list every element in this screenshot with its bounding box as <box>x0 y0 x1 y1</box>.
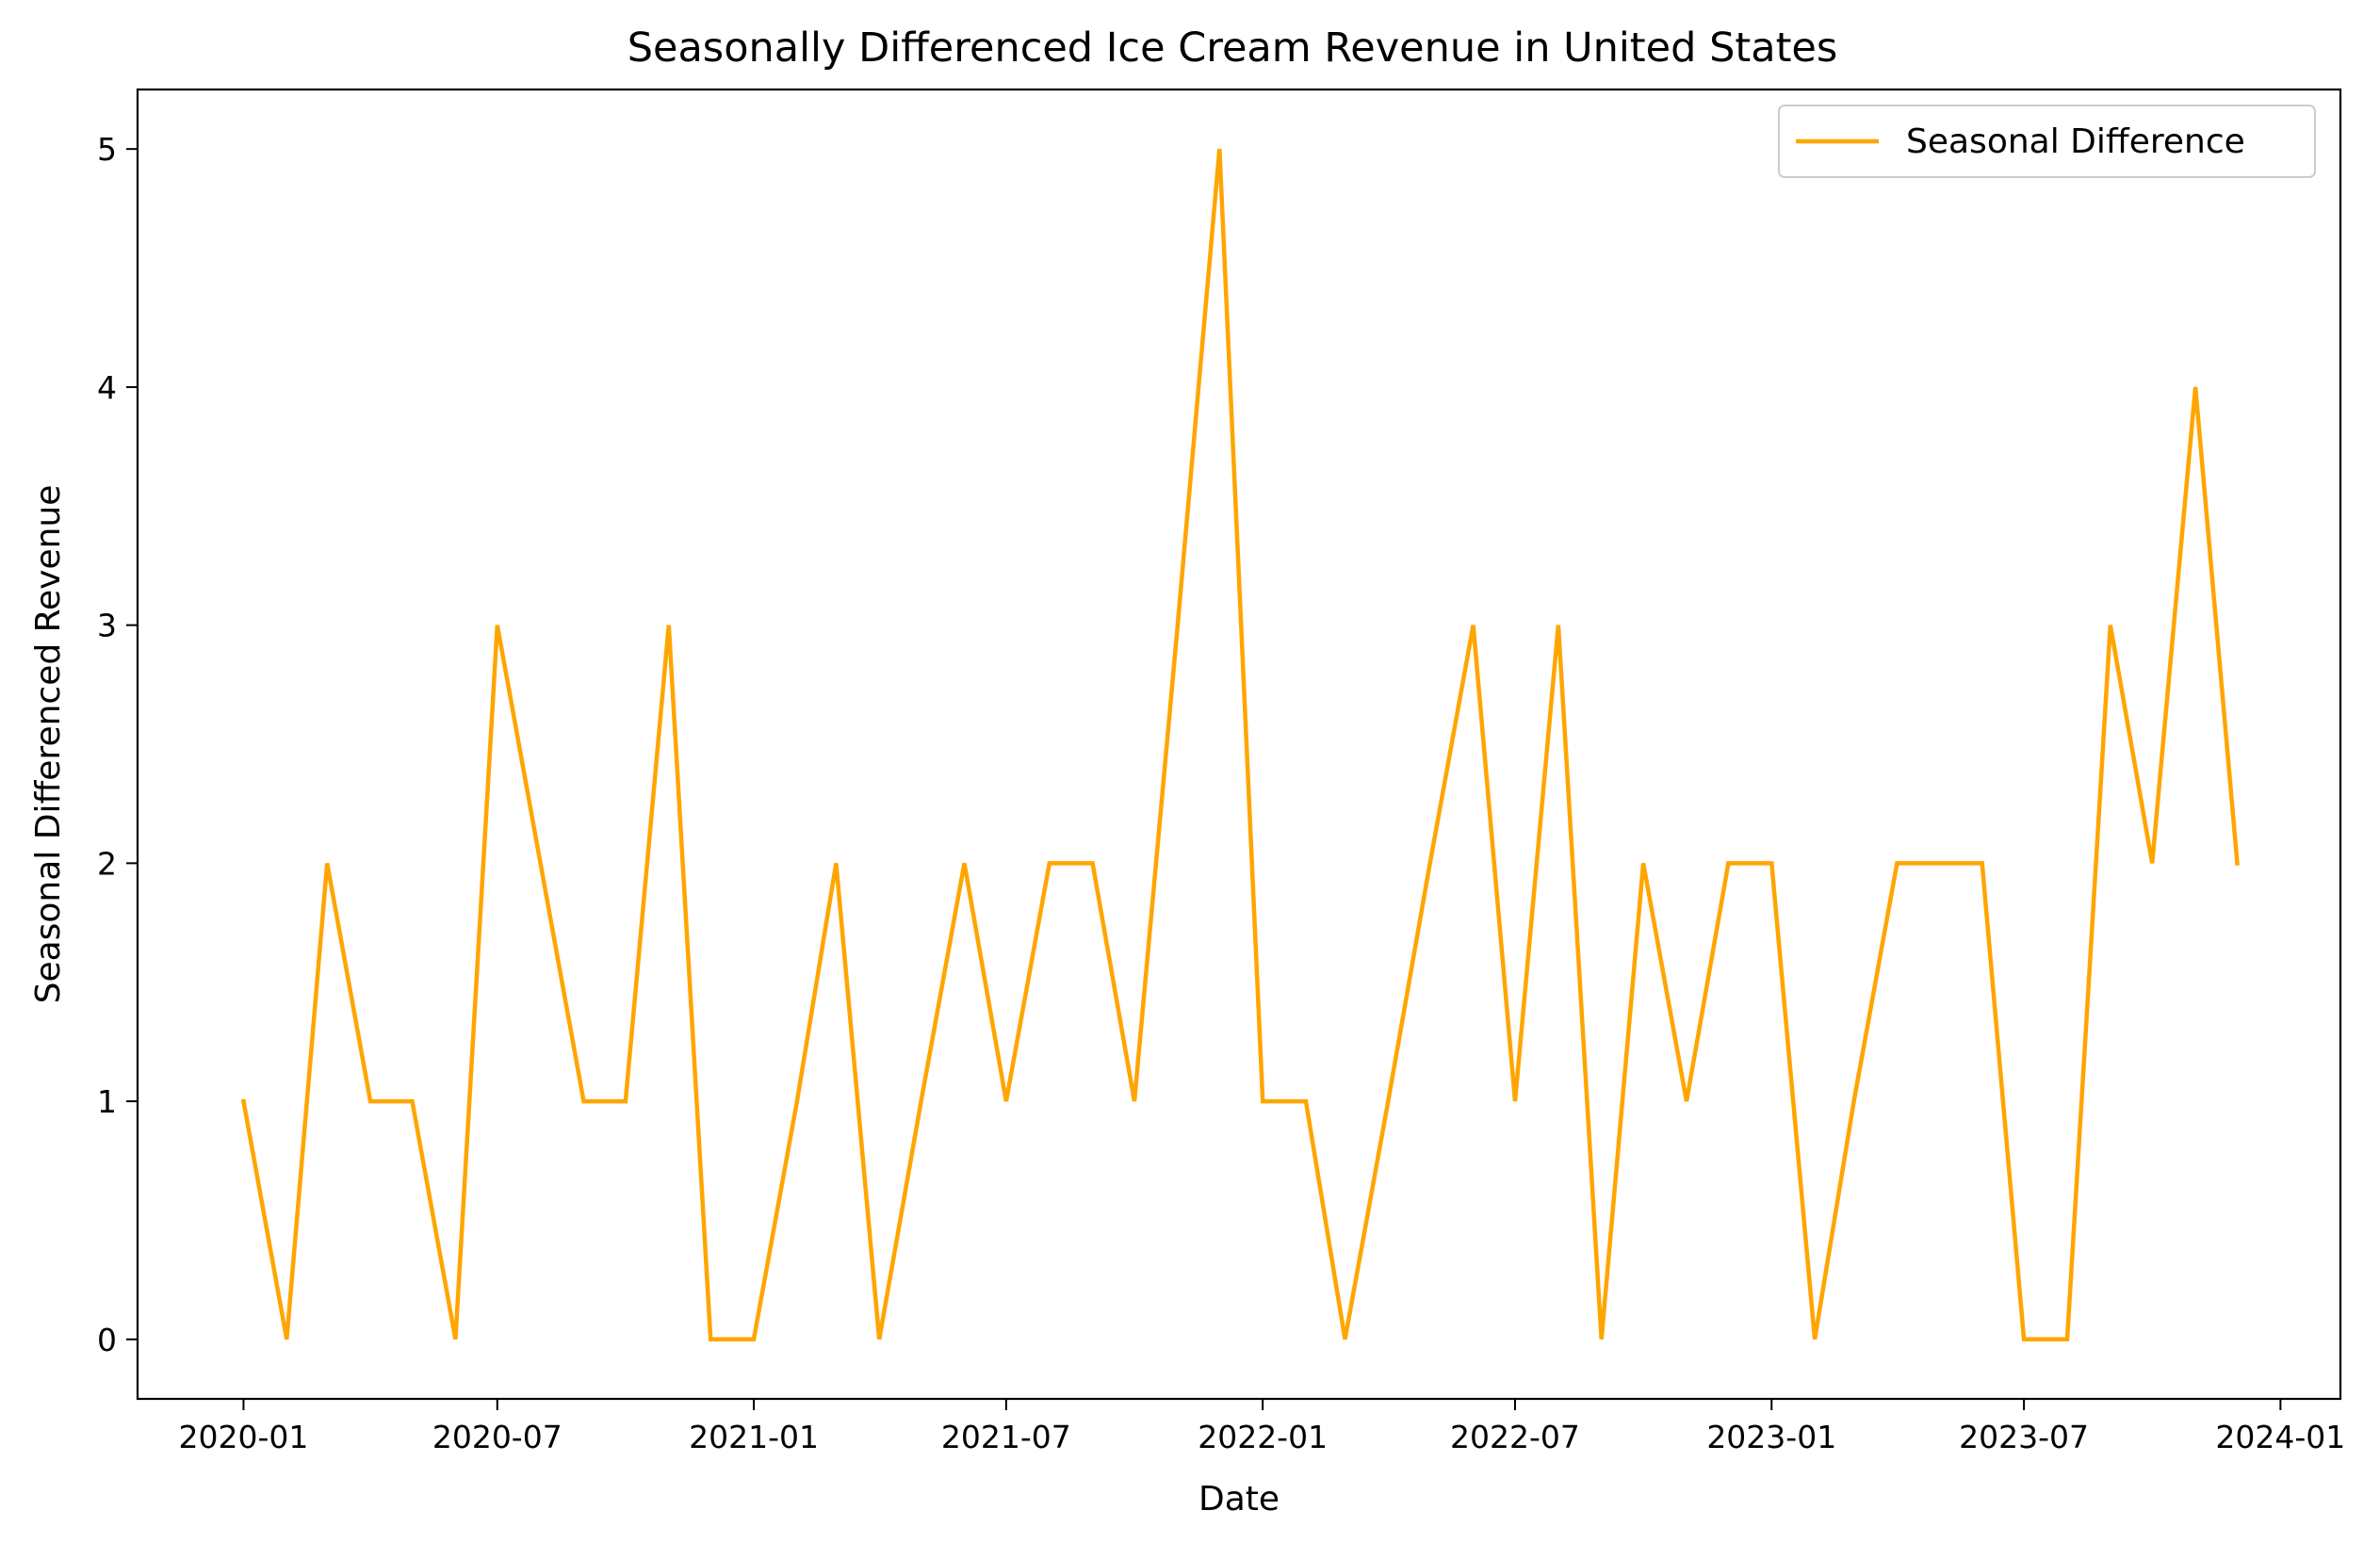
data-point <box>1726 861 1730 865</box>
data-point <box>1981 861 1984 865</box>
chart-title: Seasonally Differenced Ice Cream Revenue… <box>628 24 1838 72</box>
x-tick-label: 2022-07 <box>1450 1419 1580 1455</box>
data-point <box>325 861 329 865</box>
data-point <box>1428 861 1432 865</box>
legend: Seasonal Difference <box>1778 105 2316 178</box>
data-point <box>1937 861 1941 865</box>
x-axis: 2020-01 2020-07 2021-01 2021-07 2022-01 2022-… <box>179 1399 2345 1455</box>
y-tick-label: 5 <box>97 131 117 168</box>
data-point <box>1217 147 1221 151</box>
data-point <box>920 1099 923 1103</box>
data-point <box>752 1338 756 1341</box>
data-point <box>1176 624 1180 627</box>
data-point <box>496 624 499 627</box>
data-point <box>962 861 966 865</box>
x-tick-label: 2023-07 <box>1959 1419 2089 1455</box>
data-point <box>539 861 543 865</box>
x-tick-label: 2020-07 <box>432 1419 562 1455</box>
data-point <box>2150 861 2154 865</box>
data-point <box>285 1338 288 1341</box>
data-point <box>1048 861 1051 865</box>
data-point <box>368 1099 372 1103</box>
data-point <box>2235 861 2239 865</box>
data-point <box>1133 1099 1136 1103</box>
data-point <box>241 1099 245 1103</box>
x-tick-label: 2022-01 <box>1198 1419 1328 1455</box>
y-tick-label: 3 <box>97 608 117 644</box>
data-point <box>1852 1099 1856 1103</box>
x-tick-label: 2021-07 <box>941 1419 1071 1455</box>
data-point <box>709 1338 712 1341</box>
data-point <box>795 1099 799 1103</box>
data-point <box>2065 1338 2069 1341</box>
series-line-seasonal-difference <box>240 149 2240 1342</box>
y-tick-label: 1 <box>97 1083 117 1120</box>
data-point <box>1895 861 1899 865</box>
data-point <box>1091 861 1095 865</box>
data-point <box>453 1338 457 1341</box>
x-tick-label: 2021-01 <box>689 1419 819 1455</box>
data-point <box>1641 861 1645 865</box>
data-point <box>1513 1099 1517 1103</box>
x-tick-label: 2024-01 <box>2215 1419 2345 1455</box>
data-point <box>624 1099 628 1103</box>
x-tick-label: 2023-01 <box>1706 1419 1836 1455</box>
data-point <box>1813 1338 1817 1341</box>
data-point <box>1343 1338 1346 1341</box>
y-axis-title: Seasonal Differenced Revenue <box>29 485 68 1004</box>
plot-area-frame <box>136 88 2342 1401</box>
y-tick-label: 0 <box>97 1322 117 1358</box>
x-tick-label: 2020-01 <box>179 1419 309 1455</box>
data-point <box>1304 1099 1308 1103</box>
data-point <box>1557 624 1560 627</box>
y-tick-label: 2 <box>97 845 117 882</box>
legend-label: Seasonal Difference <box>1906 122 2245 161</box>
data-point <box>667 624 671 627</box>
data-point <box>1685 1099 1688 1103</box>
data-point <box>2022 1338 2026 1341</box>
x-axis-title: Date <box>1198 1480 1280 1519</box>
data-point <box>582 1099 586 1103</box>
data-point <box>1386 1099 1390 1103</box>
data-point <box>877 1338 881 1341</box>
data-point <box>1600 1338 1604 1341</box>
data-point <box>1004 1099 1008 1103</box>
legend-box <box>1778 105 2316 178</box>
data-point <box>834 861 838 865</box>
y-axis: 0 1 2 3 4 5 <box>97 131 138 1358</box>
data-point <box>2193 385 2197 389</box>
y-tick-label: 4 <box>97 369 117 406</box>
data-point <box>2109 624 2112 627</box>
data-point <box>411 1099 415 1103</box>
data-point <box>1472 624 1475 627</box>
data-point <box>1261 1099 1264 1103</box>
data-point <box>1769 861 1773 865</box>
